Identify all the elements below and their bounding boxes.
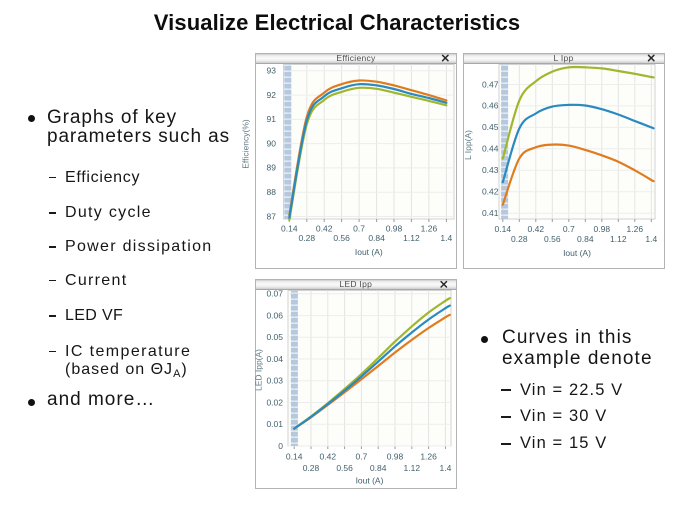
svg-text:1.12: 1.12 [403, 233, 420, 243]
svg-text:0.98: 0.98 [386, 224, 403, 234]
svg-text:1.26: 1.26 [627, 224, 644, 234]
svg-text:0.42: 0.42 [528, 224, 545, 234]
svg-text:88: 88 [267, 187, 277, 197]
svg-text:0.42: 0.42 [482, 187, 499, 197]
svg-text:0.45: 0.45 [482, 122, 499, 132]
svg-text:89: 89 [267, 163, 277, 173]
svg-text:0.01: 0.01 [266, 419, 283, 429]
svg-text:LED Ipp(A): LED Ipp(A) [254, 349, 264, 391]
svg-text:1.26: 1.26 [420, 452, 437, 462]
svg-text:0.28: 0.28 [299, 233, 316, 243]
svg-text:87: 87 [267, 211, 277, 221]
svg-text:0.44: 0.44 [482, 144, 499, 154]
svg-text:0.7: 0.7 [563, 224, 575, 234]
svg-text:0.7: 0.7 [353, 224, 365, 234]
svg-text:0.46: 0.46 [482, 101, 499, 111]
svg-text:0.56: 0.56 [544, 234, 561, 244]
svg-text:0.14: 0.14 [286, 452, 303, 462]
svg-text:1.4: 1.4 [440, 233, 452, 243]
svg-text:0.42: 0.42 [316, 224, 333, 234]
svg-text:0.56: 0.56 [336, 463, 353, 473]
svg-text:0: 0 [278, 441, 283, 451]
svg-text:Efficiency(%): Efficiency(%) [241, 119, 251, 169]
svg-text:Iout (A): Iout (A) [563, 248, 591, 258]
svg-text:0.41: 0.41 [482, 208, 499, 218]
svg-text:1.12: 1.12 [610, 234, 627, 244]
svg-text:0.98: 0.98 [594, 224, 611, 234]
svg-text:0.04: 0.04 [266, 354, 283, 364]
svg-text:0.05: 0.05 [266, 332, 283, 342]
svg-text:0.02: 0.02 [266, 397, 283, 407]
svg-text:91: 91 [267, 114, 277, 124]
svg-text:1.4: 1.4 [645, 234, 657, 244]
svg-text:1.4: 1.4 [439, 463, 451, 473]
svg-text:0.14: 0.14 [281, 224, 298, 234]
svg-text:0.42: 0.42 [320, 452, 337, 462]
svg-text:0.14: 0.14 [495, 224, 512, 234]
svg-text:0.84: 0.84 [577, 234, 594, 244]
svg-text:0.28: 0.28 [511, 234, 528, 244]
svg-text:0.47: 0.47 [482, 79, 499, 89]
svg-text:0.03: 0.03 [266, 376, 283, 386]
svg-text:0.56: 0.56 [333, 233, 350, 243]
svg-text:0.84: 0.84 [368, 233, 385, 243]
svg-text:0.7: 0.7 [355, 452, 367, 462]
svg-text:Iout (A): Iout (A) [355, 247, 383, 257]
svg-text:L Ipp(A): L Ipp(A) [463, 130, 473, 160]
svg-text:0.98: 0.98 [387, 452, 404, 462]
svg-text:1.12: 1.12 [404, 463, 421, 473]
svg-text:0.43: 0.43 [482, 165, 499, 175]
svg-text:0.06: 0.06 [266, 310, 283, 320]
svg-text:0.07: 0.07 [266, 289, 283, 299]
svg-text:1.26: 1.26 [421, 224, 438, 234]
svg-text:0.28: 0.28 [303, 463, 320, 473]
svg-text:90: 90 [267, 138, 277, 148]
svg-text:0.84: 0.84 [370, 463, 387, 473]
svg-text:92: 92 [267, 90, 277, 100]
svg-text:Iout (A): Iout (A) [356, 476, 384, 486]
svg-text:93: 93 [267, 66, 277, 76]
